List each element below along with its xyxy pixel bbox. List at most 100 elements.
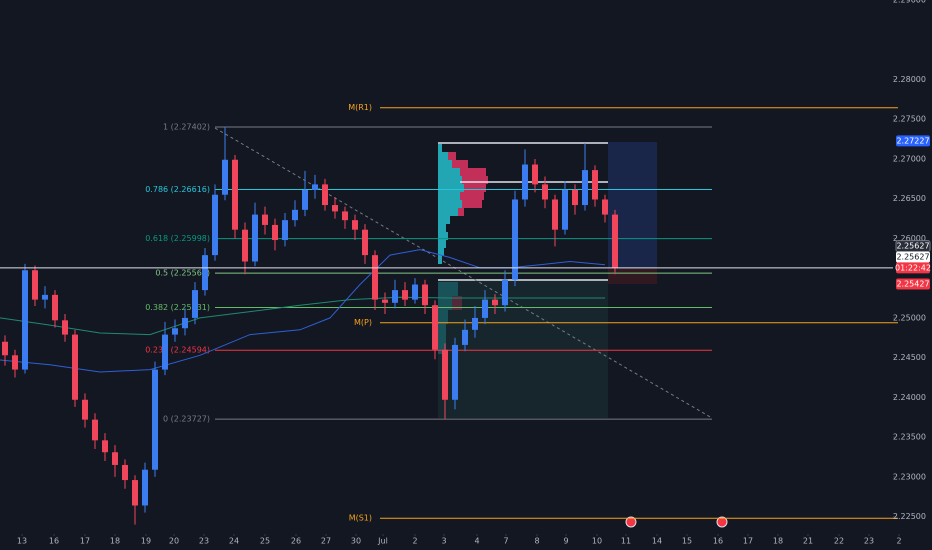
candle-body	[202, 255, 208, 291]
y-tick-label: 2.23000	[893, 472, 926, 481]
candle-body	[462, 329, 468, 345]
fib-label: 0.236 (2.24594)	[145, 346, 210, 355]
price-badge	[896, 278, 930, 290]
pivot-label: M(P)	[354, 318, 372, 327]
candle-body	[402, 290, 408, 300]
candle-body	[342, 211, 348, 221]
vp-bar	[452, 160, 468, 168]
vp-bar	[464, 184, 486, 192]
x-tick-label: 27	[321, 537, 331, 546]
x-tick-label: 14	[652, 537, 662, 546]
x-tick-label: 24	[229, 537, 239, 546]
vp-bar	[438, 200, 462, 208]
x-tick-label: Jul	[377, 537, 388, 546]
projection-box-red	[608, 268, 657, 284]
candle-body	[92, 419, 98, 441]
x-tick-label: 16	[713, 537, 723, 546]
x-tick-label: 16	[49, 537, 59, 546]
x-tick-label: 19	[141, 537, 151, 546]
x-tick-label: 8	[534, 537, 539, 546]
x-tick-label: 7	[503, 537, 508, 546]
x-tick-label: 22	[834, 537, 844, 546]
y-tick-label: 2.28000	[893, 75, 926, 84]
candle-body	[262, 214, 268, 225]
x-tick-label: 13	[17, 537, 27, 546]
x-tick-label: 15	[682, 537, 692, 546]
candle-body	[352, 220, 358, 230]
candle-body	[242, 229, 248, 262]
vp-bar	[438, 296, 452, 310]
candle-body	[72, 334, 78, 400]
vp-bar	[438, 192, 460, 200]
event-icons	[625, 516, 728, 528]
price-badge-label: 2.25627	[896, 242, 929, 251]
candle-body	[282, 220, 288, 241]
candle-body	[372, 255, 378, 300]
vp-bar	[438, 240, 446, 248]
vp-bar	[448, 152, 456, 160]
candle-body	[152, 369, 158, 470]
vp-bar	[438, 324, 446, 354]
candle-body	[362, 229, 368, 256]
candle-body	[82, 399, 88, 420]
vp-bar	[438, 256, 442, 264]
candle-body	[172, 328, 178, 335]
vp-bar	[438, 160, 452, 168]
candle-body	[382, 299, 388, 303]
candle-body	[132, 480, 138, 506]
x-tick-label: 10	[592, 537, 602, 546]
vp-bar	[438, 232, 448, 240]
candle-body	[312, 184, 318, 190]
y-tick-label: 2.27000	[893, 154, 926, 163]
candle-body	[432, 305, 438, 350]
candle-body	[392, 290, 398, 303]
candle-body	[592, 170, 598, 200]
fib-label: 0.5 (2.25564)	[155, 269, 210, 278]
candle-body	[562, 189, 568, 230]
candle-body	[192, 290, 198, 318]
vp-bar	[438, 208, 458, 216]
price-badge-label: 2.25427	[896, 279, 929, 288]
x-tick-label: 17	[80, 537, 90, 546]
x-tick-label: 2	[896, 537, 901, 546]
y-tick-label: 2.29000	[893, 0, 926, 5]
vp-bar	[460, 168, 486, 176]
candle-body	[112, 452, 118, 465]
event-icon[interactable]	[716, 516, 728, 528]
event-icon[interactable]	[625, 516, 637, 528]
vp-bar	[438, 152, 448, 160]
x-tick-label: 3	[441, 537, 446, 546]
x-tick-label: 23	[864, 537, 874, 546]
y-tick-label: 2.24000	[893, 393, 926, 402]
candle-body	[532, 164, 538, 185]
vp-bar	[462, 200, 482, 208]
vp-bar	[452, 296, 462, 310]
vp-bar	[438, 224, 446, 232]
vp-bar	[438, 282, 458, 296]
moving-average	[0, 296, 605, 336]
candle-body	[232, 159, 238, 230]
x-tick-label: 26	[291, 537, 301, 546]
candle-body	[102, 440, 108, 453]
vp-bar	[438, 310, 448, 324]
candle-body	[492, 299, 498, 306]
candle-body	[2, 341, 8, 356]
candle-body	[12, 355, 18, 370]
y-tick-label: 2.26000	[893, 234, 926, 243]
pivot-label: M(R1)	[348, 103, 372, 112]
fib-label: 1 (2.27402)	[163, 123, 210, 132]
price-badge	[896, 251, 930, 263]
y-tick-label: 2.26500	[893, 194, 926, 203]
vp-bar	[438, 176, 462, 184]
candle-body	[422, 284, 428, 306]
candle-body	[512, 199, 518, 280]
candle-body	[552, 199, 558, 230]
candle-body	[252, 214, 258, 262]
fib-label: 0.786 (2.26616)	[145, 185, 210, 194]
candle-body	[42, 294, 48, 300]
candle-body	[482, 299, 488, 318]
vp-bar	[438, 184, 464, 192]
y-tick-label: 2.25000	[893, 313, 926, 322]
